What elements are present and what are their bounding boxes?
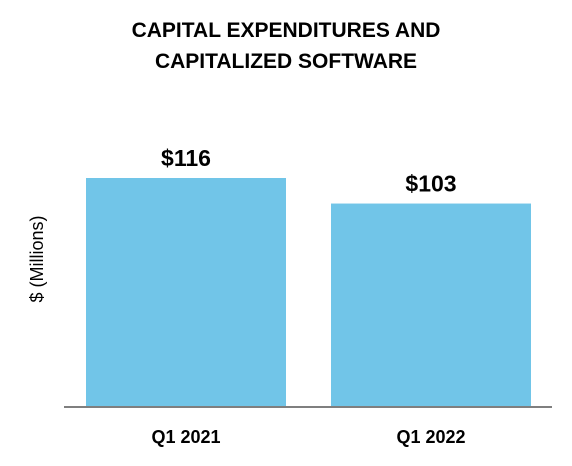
value-label: $116 — [161, 145, 211, 171]
labels-group: $116 Q1 2021 $103 Q1 2022 — [151, 145, 465, 447]
category-label: Q1 2022 — [396, 427, 465, 447]
bar-q1-2022 — [331, 203, 531, 406]
y-axis-label: $ (Millions) — [27, 215, 47, 302]
bars-group — [86, 178, 531, 406]
bar-q1-2021 — [86, 178, 286, 406]
category-label: Q1 2021 — [151, 427, 220, 447]
value-label: $103 — [405, 171, 456, 197]
chart-title-line-1: CAPITAL EXPENDITURES AND — [132, 19, 441, 42]
chart-title-line-2: CAPITALIZED SOFTWARE — [155, 50, 417, 73]
